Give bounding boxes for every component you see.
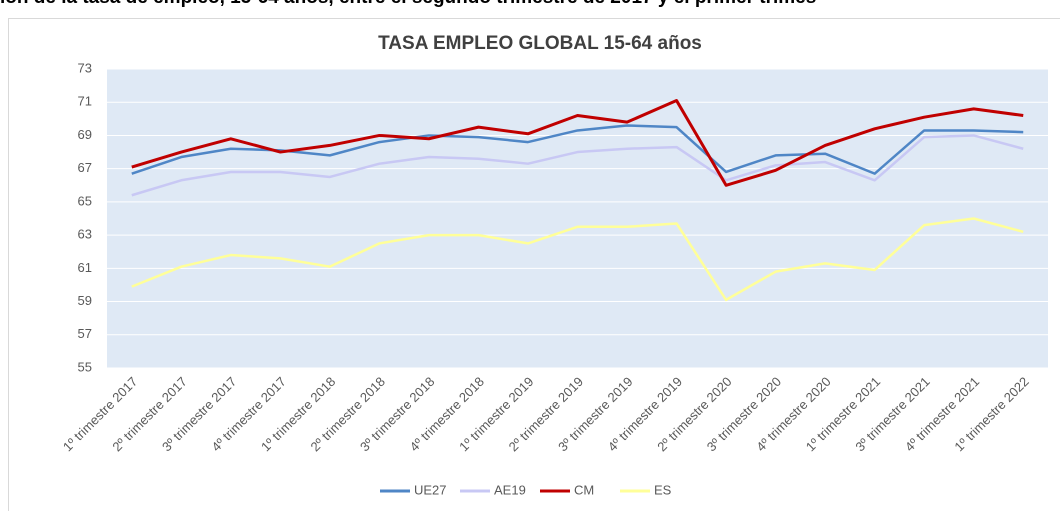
series-line bbox=[131, 217, 1024, 302]
chart-title: TASA EMPLEO GLOBAL 15-64 años bbox=[378, 33, 702, 54]
y-tick-label: 69 bbox=[78, 127, 92, 142]
y-tick-label: 59 bbox=[78, 293, 92, 308]
series-line bbox=[131, 134, 1024, 197]
y-tick-label: 55 bbox=[78, 359, 92, 374]
series-line bbox=[131, 124, 1024, 175]
legend-label: AE19 bbox=[494, 482, 526, 497]
series-line bbox=[131, 99, 1024, 187]
y-tick-label: 71 bbox=[78, 94, 92, 109]
legend-label: ES bbox=[654, 482, 672, 497]
y-tick-label: 57 bbox=[78, 326, 92, 341]
y-tick-label: 73 bbox=[78, 60, 92, 75]
plot-area bbox=[107, 69, 1048, 368]
y-tick-label: 61 bbox=[78, 260, 92, 275]
caption: ión de la tasa de empleo, 15-64 años, en… bbox=[0, 0, 816, 8]
y-tick-label: 65 bbox=[78, 193, 92, 208]
y-tick-label: 67 bbox=[78, 160, 92, 175]
legend-label: CM bbox=[574, 482, 594, 497]
legend-label: UE27 bbox=[414, 482, 447, 497]
y-tick-label: 63 bbox=[78, 227, 92, 242]
